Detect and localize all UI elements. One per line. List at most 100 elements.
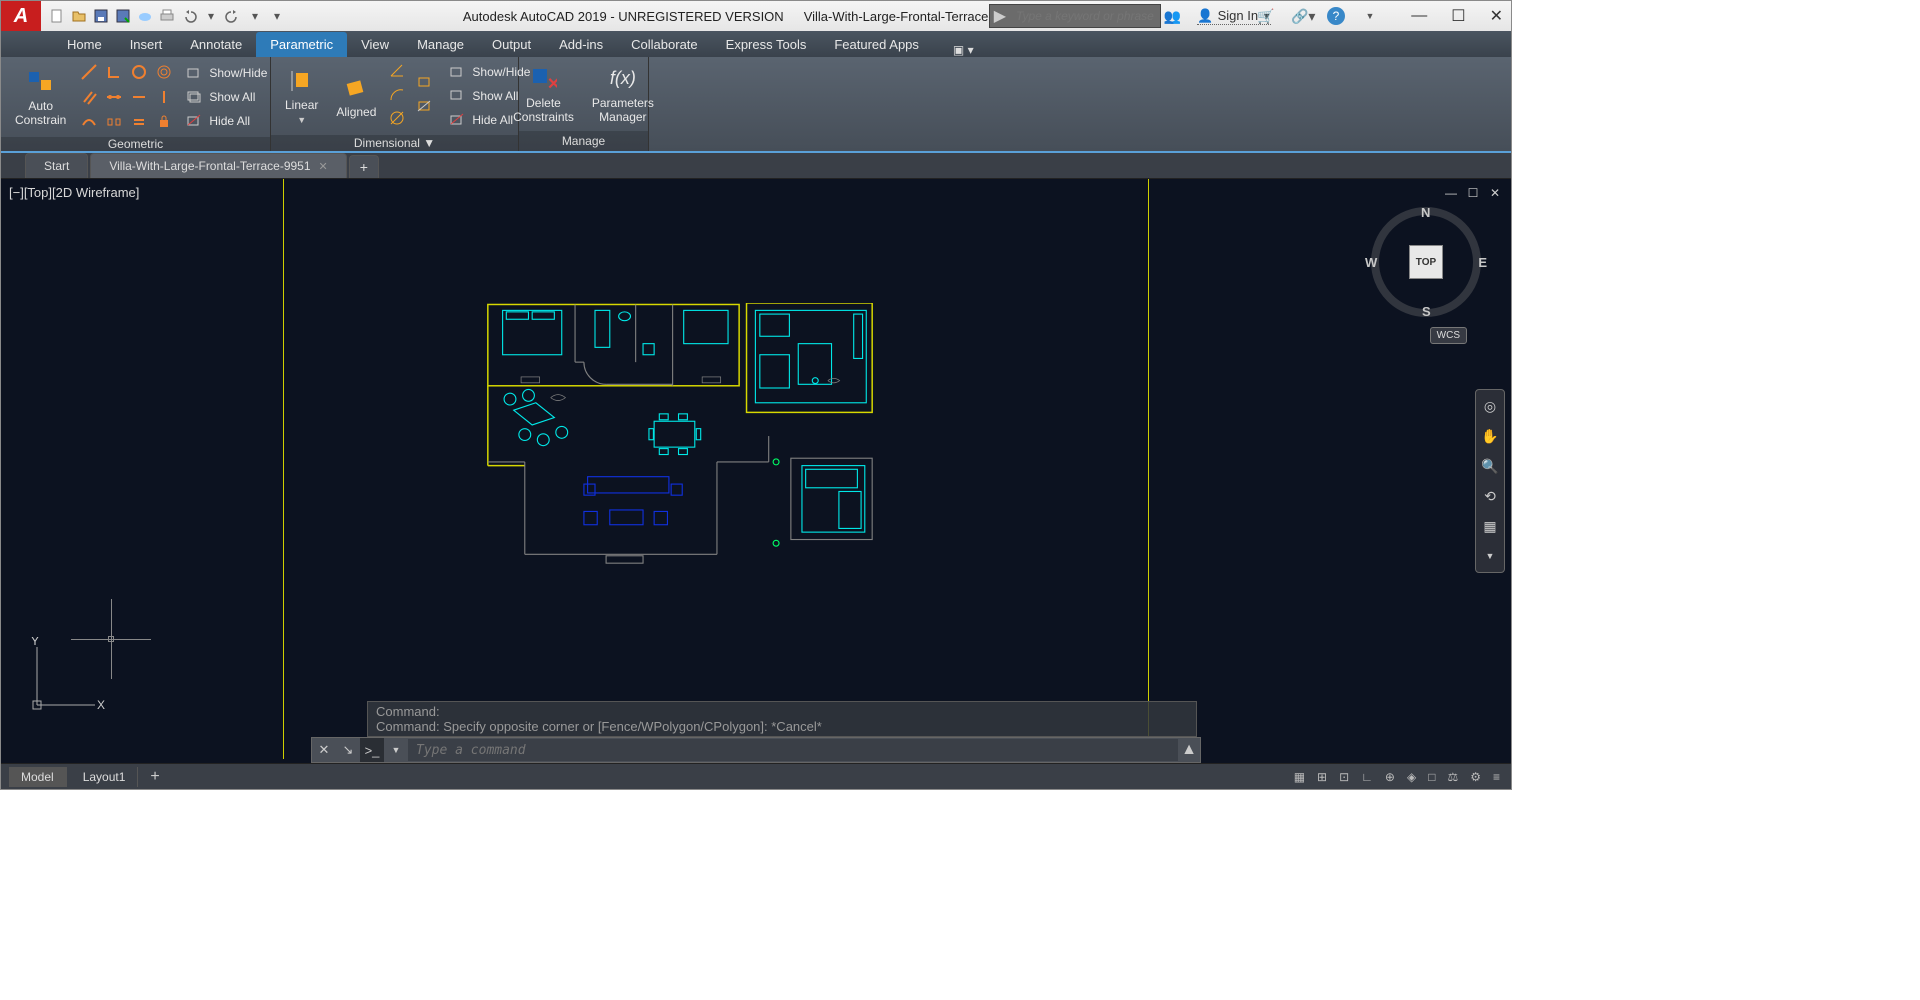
redo-dropdown-icon[interactable]: ▾	[245, 6, 265, 26]
geo-hideall-button[interactable]: Hide All	[181, 110, 271, 132]
viewcube[interactable]: TOP N S E W	[1371, 207, 1481, 317]
cloud-icon[interactable]	[135, 6, 155, 26]
viewport-minimize-icon[interactable]: —	[1443, 185, 1459, 201]
minimize-button[interactable]: —	[1411, 7, 1427, 25]
doctab-file[interactable]: Villa-With-Large-Frontal-Terrace-9951✕	[90, 153, 346, 178]
tab-insert[interactable]: Insert	[116, 32, 177, 57]
vertical-icon[interactable]	[153, 86, 175, 108]
geo-showhide-button[interactable]: Show/Hide	[181, 62, 271, 84]
viewcube-south[interactable]: S	[1422, 304, 1431, 319]
osnap-icon[interactable]: □	[1425, 770, 1438, 784]
dim-convert-icon[interactable]	[416, 73, 438, 95]
isodraft-icon[interactable]: ◈	[1404, 770, 1419, 784]
qat-dropdown-icon[interactable]: ▾	[267, 6, 287, 26]
symmetric-icon[interactable]	[103, 111, 125, 133]
grid-icon[interactable]: ⊞	[1314, 770, 1330, 784]
parameters-manager-button[interactable]: f(x) Parameters Manager	[586, 62, 660, 127]
linear-button[interactable]: Linear ▼	[279, 64, 324, 127]
status-addlayout-button[interactable]: +	[142, 768, 167, 786]
aligned-button[interactable]: Aligned	[330, 71, 382, 121]
tab-annotate[interactable]: Annotate	[176, 32, 256, 57]
coincident-icon[interactable]	[78, 61, 100, 83]
new-icon[interactable]	[47, 6, 67, 26]
help-icon[interactable]: ?	[1327, 7, 1345, 25]
dim-diameter-icon[interactable]	[388, 109, 410, 131]
close-button[interactable]: ✕	[1490, 6, 1503, 26]
tangent-icon[interactable]	[128, 61, 150, 83]
ortho-icon[interactable]: ∟	[1358, 770, 1376, 784]
tab-output[interactable]: Output	[478, 32, 545, 57]
infocenter-icon[interactable]: 👥	[1161, 8, 1183, 25]
viewcube-east[interactable]: E	[1478, 255, 1487, 270]
tab-manage[interactable]: Manage	[403, 32, 478, 57]
auto-constrain-button[interactable]: Auto Constrain	[9, 65, 72, 130]
dim-radius-icon[interactable]	[388, 85, 410, 107]
search-input[interactable]	[1010, 9, 1160, 23]
viewport-close-icon[interactable]: ✕	[1487, 185, 1503, 201]
command-expand-icon[interactable]: ▲	[1178, 741, 1200, 759]
panel-geometric-title[interactable]: Geometric	[1, 137, 270, 151]
tab-expresstools[interactable]: Express Tools	[712, 32, 821, 57]
customize-status-icon[interactable]: ≡	[1490, 770, 1503, 784]
horizontal-icon[interactable]	[128, 86, 150, 108]
status-layout1-tab[interactable]: Layout1	[71, 767, 139, 787]
model-space-icon[interactable]: ▦	[1291, 770, 1308, 784]
app-logo[interactable]	[1, 1, 41, 31]
command-recent-icon[interactable]: ↘	[336, 738, 360, 762]
undo-dropdown-icon[interactable]: ▾	[201, 6, 221, 26]
pan-icon[interactable]: ✋	[1480, 426, 1500, 446]
workspace-icon[interactable]: ⚙	[1467, 770, 1484, 784]
polar-icon[interactable]: ⊕	[1382, 770, 1398, 784]
doctab-start[interactable]: Start	[25, 153, 88, 178]
delete-constraints-button[interactable]: ✕ Delete Constraints	[507, 62, 580, 127]
ribbon-toggle-icon[interactable]: ▣ ▾	[953, 43, 974, 57]
tab-view[interactable]: View	[347, 32, 403, 57]
collinear-icon[interactable]	[103, 86, 125, 108]
doctab-close-icon[interactable]: ✕	[319, 160, 328, 173]
doctab-new-button[interactable]: +	[349, 155, 379, 178]
panel-dimensional-title[interactable]: Dimensional ▼	[271, 135, 518, 151]
viewcube-north[interactable]: N	[1421, 205, 1430, 220]
parallel-icon[interactable]	[78, 86, 100, 108]
search-box[interactable]: ▶	[989, 4, 1161, 28]
help-dropdown-icon[interactable]: ▼	[1359, 11, 1381, 21]
dim-convert2-icon[interactable]	[416, 97, 438, 119]
tab-parametric[interactable]: Parametric	[256, 32, 347, 57]
command-customize-icon[interactable]: ▼	[384, 738, 408, 762]
command-input[interactable]	[408, 739, 1178, 761]
exchange-icon[interactable]: 🛒	[1255, 8, 1277, 25]
wcs-label[interactable]: WCS	[1430, 327, 1467, 344]
tab-addins[interactable]: Add-ins	[545, 32, 617, 57]
tab-collaborate[interactable]: Collaborate	[617, 32, 712, 57]
stayconnected-icon[interactable]: 🔗▾	[1291, 8, 1313, 25]
drawing-canvas[interactable]: [−][Top][2D Wireframe] — ☐ ✕ TOP N S E W…	[1, 179, 1511, 763]
annotation-icon[interactable]: ⚖	[1444, 770, 1461, 784]
status-model-tab[interactable]: Model	[9, 767, 67, 787]
zoom-extents-icon[interactable]: 🔍	[1480, 456, 1500, 476]
snap-icon[interactable]: ⊡	[1336, 770, 1352, 784]
smooth-icon[interactable]	[78, 111, 100, 133]
open-icon[interactable]	[69, 6, 89, 26]
nav-dropdown-icon[interactable]: ▼	[1480, 546, 1500, 566]
saveas-icon[interactable]	[113, 6, 133, 26]
undo-icon[interactable]	[179, 6, 199, 26]
panel-manage-title[interactable]: Manage	[519, 131, 648, 151]
geo-showall-button[interactable]: Show All	[181, 86, 271, 108]
steering-wheel-icon[interactable]: ◎	[1480, 396, 1500, 416]
perpendicular-icon[interactable]	[103, 61, 125, 83]
showmotion-icon[interactable]: ▦	[1480, 516, 1500, 536]
plot-icon[interactable]	[157, 6, 177, 26]
viewport-label[interactable]: [−][Top][2D Wireframe]	[9, 185, 139, 200]
dim-angular-icon[interactable]	[388, 61, 410, 83]
tab-home[interactable]: Home	[53, 32, 116, 57]
save-icon[interactable]	[91, 6, 111, 26]
concentric-icon[interactable]	[153, 61, 175, 83]
viewport-maximize-icon[interactable]: ☐	[1465, 185, 1481, 201]
viewcube-west[interactable]: W	[1365, 255, 1377, 270]
redo-icon[interactable]	[223, 6, 243, 26]
equal-icon[interactable]	[128, 111, 150, 133]
orbit-icon[interactable]: ⟲	[1480, 486, 1500, 506]
tab-featuredapps[interactable]: Featured Apps	[820, 32, 933, 57]
command-close-icon[interactable]: ✕	[312, 738, 336, 762]
viewcube-top[interactable]: TOP	[1409, 245, 1443, 279]
